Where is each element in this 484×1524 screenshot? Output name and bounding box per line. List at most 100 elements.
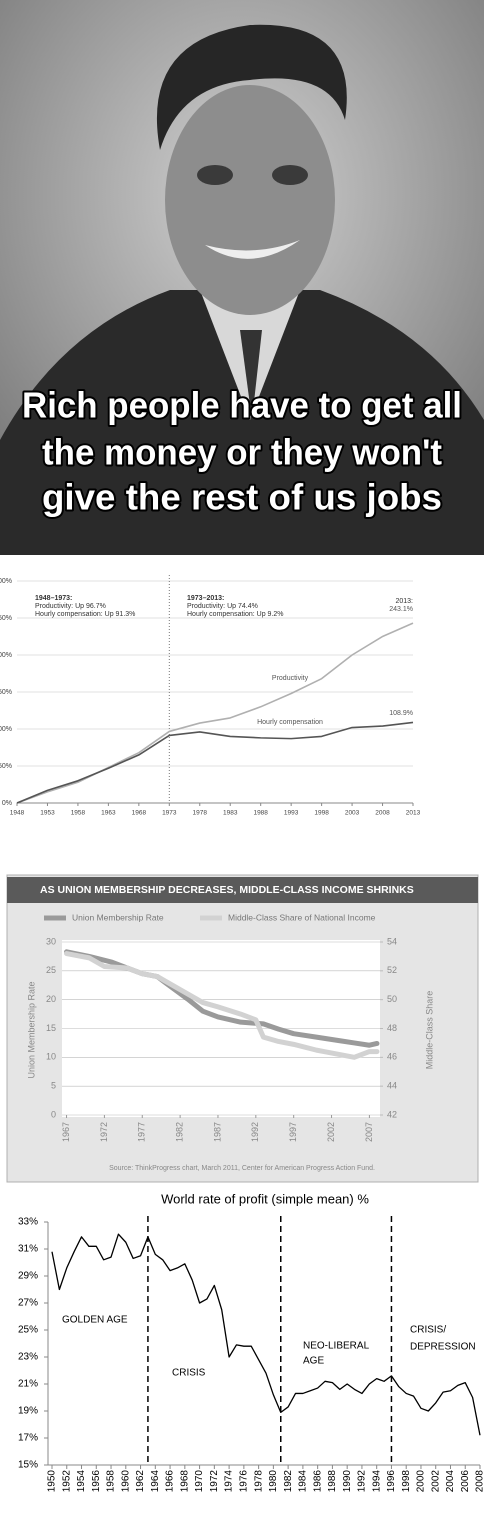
- y2-tick-label: 52: [387, 965, 397, 975]
- annotation: Hourly compensation: Up 91.3%: [35, 611, 135, 618]
- x-tick-label: 1968: [179, 1470, 190, 1493]
- y-tick-label: 25: [46, 965, 56, 975]
- y2-tick-label: 46: [387, 1052, 397, 1062]
- annotation: NEO-LIBERAL: [303, 1341, 370, 1352]
- y-axis-title: Union Membership Rate: [26, 981, 36, 1078]
- y-tick-label: 31%: [18, 1244, 38, 1255]
- y-tick-label: 50%: [0, 763, 12, 770]
- series-label: Hourly compensation: [257, 719, 323, 726]
- y2-tick-label: 48: [387, 1023, 397, 1033]
- x-tick-label: 1952: [61, 1470, 72, 1493]
- y-tick-label: 29%: [18, 1271, 38, 1282]
- y-tick-label: 23%: [18, 1352, 38, 1363]
- chart-title: World rate of profit (simple mean) %: [161, 1191, 369, 1206]
- y-tick-label: 15: [46, 1023, 56, 1033]
- x-tick-label: 1970: [194, 1470, 205, 1493]
- x-tick-label: 1967: [61, 1122, 71, 1142]
- x-tick-label: 1964: [150, 1470, 161, 1493]
- value-label: 108.9%: [389, 710, 413, 717]
- x-tick-label: 1960: [120, 1470, 131, 1493]
- data-line: [16, 721, 414, 804]
- y-tick-label: 27%: [18, 1298, 38, 1309]
- x-tick-label: 1962: [135, 1470, 146, 1493]
- annotation: AGE: [303, 1356, 324, 1367]
- x-tick-label: 1982: [174, 1122, 184, 1142]
- annotation: CRISIS/: [410, 1325, 446, 1336]
- x-tick-label: 1986: [312, 1470, 323, 1493]
- y-tick-label: 10: [46, 1052, 56, 1062]
- x-tick-label: 1972: [99, 1122, 109, 1142]
- y-tick-label: 300%: [0, 578, 12, 585]
- x-tick-label: 2002: [326, 1122, 336, 1142]
- annotation: 1948–1973:: [35, 595, 72, 602]
- x-tick-label: 2004: [445, 1470, 456, 1493]
- x-tick-label: 1990: [342, 1470, 353, 1493]
- y-tick-label: 21%: [18, 1379, 38, 1390]
- x-tick-label: 1974: [224, 1470, 235, 1493]
- suit: [0, 290, 484, 555]
- y-tick-label: 20: [46, 994, 56, 1004]
- series-label: Productivity: [272, 675, 309, 682]
- x-tick-label: 1958: [106, 1470, 117, 1493]
- annotation: Productivity: Up 96.7%: [35, 603, 106, 610]
- x-tick-label: 1972: [209, 1470, 220, 1493]
- y-tick-label: 25%: [18, 1325, 38, 1336]
- x-tick-label: 1956: [91, 1470, 102, 1493]
- x-tick-label: 1997: [288, 1122, 298, 1142]
- y-tick-label: 100%: [0, 726, 12, 733]
- x-tick-label: 1978: [193, 810, 208, 817]
- x-tick-label: 1953: [40, 810, 55, 817]
- x-tick-label: 2000: [416, 1470, 427, 1493]
- tie: [240, 330, 262, 420]
- x-tick-label: 1954: [76, 1470, 87, 1493]
- y-tick-label: 150%: [0, 689, 12, 696]
- x-tick-label: 1973: [162, 810, 177, 817]
- legend-label: Union Membership Rate: [72, 912, 164, 922]
- source-note: Source: ThinkProgress chart, March 2011,…: [109, 1165, 375, 1172]
- x-tick-label: 1994: [371, 1470, 382, 1493]
- y-tick-label: 250%: [0, 615, 12, 622]
- x-tick-label: 1988: [253, 810, 268, 817]
- caption: the money or they won't: [42, 432, 442, 473]
- x-tick-label: 1998: [314, 810, 329, 817]
- value-label: 243.1%: [389, 606, 413, 613]
- y-tick-label: 5: [51, 1081, 56, 1091]
- x-tick-label: 1983: [223, 810, 238, 817]
- x-tick-label: 2003: [345, 810, 360, 817]
- x-tick-label: 1948: [10, 810, 25, 817]
- hair: [156, 24, 347, 151]
- x-tick-label: 1966: [165, 1470, 176, 1493]
- y-tick-label: 200%: [0, 652, 12, 659]
- data-line: [51, 1233, 481, 1436]
- annotation: Hourly compensation: Up 9.2%: [187, 611, 284, 618]
- y-tick-label: 0%: [2, 800, 12, 807]
- y2-tick-label: 42: [387, 1109, 397, 1119]
- x-tick-label: 2002: [430, 1470, 441, 1493]
- y-tick-label: 19%: [18, 1406, 38, 1417]
- x-tick-label: 1998: [401, 1470, 412, 1493]
- x-tick-label: 1988: [327, 1470, 338, 1493]
- face: [165, 85, 335, 315]
- grin: [205, 240, 300, 259]
- caption: Rich people have to get all: [22, 385, 462, 426]
- x-tick-label: 1963: [101, 810, 116, 817]
- eye: [272, 165, 308, 185]
- y-tick-label: 33%: [18, 1217, 38, 1228]
- x-tick-label: 2008: [375, 810, 390, 817]
- y-tick-label: 15%: [18, 1460, 38, 1471]
- annotation: DEPRESSION: [410, 1342, 476, 1353]
- x-tick-label: 1982: [283, 1470, 294, 1493]
- y-tick-label: 0: [51, 1109, 56, 1119]
- x-tick-label: 1976: [239, 1470, 250, 1493]
- data-line: [16, 622, 414, 804]
- x-tick-label: 2006: [460, 1470, 471, 1493]
- annotation: 1973–2013:: [187, 595, 224, 602]
- x-tick-label: 1968: [132, 810, 147, 817]
- x-tick-label: 2007: [364, 1122, 374, 1142]
- x-tick-label: 1993: [284, 810, 299, 817]
- annotation: CRISIS: [172, 1368, 206, 1379]
- x-tick-label: 1977: [137, 1122, 147, 1142]
- data-line: [64, 951, 380, 1060]
